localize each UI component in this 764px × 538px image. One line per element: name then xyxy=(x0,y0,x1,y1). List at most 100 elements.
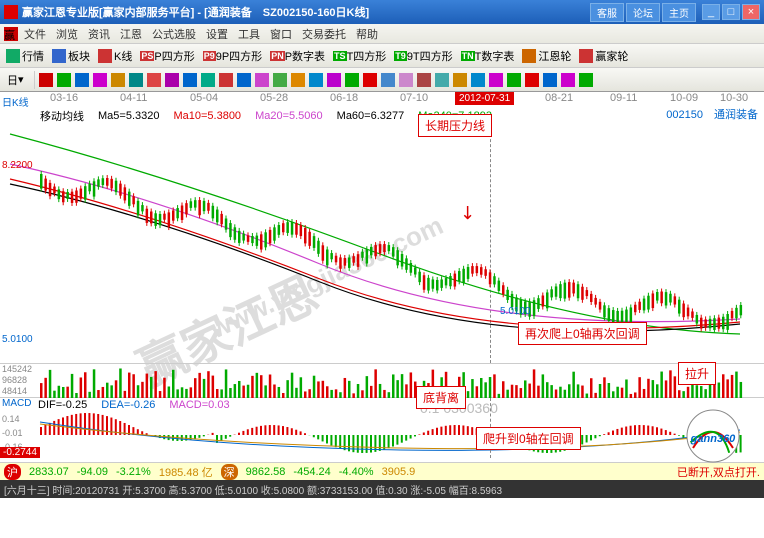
price-low-right: 5.0100 xyxy=(500,306,531,317)
menu-file[interactable]: 文件 xyxy=(24,26,46,42)
connection-status[interactable]: 已断开,双点打开. xyxy=(677,464,760,480)
menu-formula[interactable]: 公式选股 xyxy=(152,26,196,42)
menu-browse[interactable]: 浏览 xyxy=(56,26,78,42)
forum-button[interactable]: 论坛 xyxy=(626,3,660,22)
macd-tick-1: 0.14 xyxy=(2,414,20,424)
menu-info[interactable]: 资讯 xyxy=(88,26,110,42)
date-tick: 06-18 xyxy=(330,92,358,104)
current-date-marker: 2012-07-31 xyxy=(455,92,514,105)
draw-tool-21[interactable] xyxy=(417,73,431,87)
draw-tool-28[interactable] xyxy=(543,73,557,87)
draw-tool-14[interactable] xyxy=(291,73,305,87)
tb-行情[interactable]: 行情 xyxy=(3,47,47,65)
tb-T数字表[interactable]: TN T数字表 xyxy=(458,47,518,65)
ohlc-bottombar: [六月十三] 时间:20120731 开:5.3700 高:5.3700 低:5… xyxy=(0,480,764,498)
tb-P数字表[interactable]: PN P数字表 xyxy=(267,47,328,65)
draw-tool-13[interactable] xyxy=(273,73,287,87)
sz-pct: -4.40% xyxy=(339,466,374,478)
tb-9P四方形[interactable]: P9 9P四方形 xyxy=(200,47,265,65)
annotation: 再次爬上0轴再次回调 xyxy=(518,322,647,345)
draw-tool-20[interactable] xyxy=(399,73,413,87)
draw-tool-27[interactable] xyxy=(525,73,539,87)
draw-tool-4[interactable] xyxy=(111,73,125,87)
menu-app-icon: 赢 xyxy=(4,27,18,41)
menu-gann[interactable]: 江恩 xyxy=(120,26,142,42)
draw-tool-8[interactable] xyxy=(183,73,197,87)
svg-text:gann360: gann360 xyxy=(690,433,737,445)
macd-svg xyxy=(0,412,760,458)
draw-tool-7[interactable] xyxy=(165,73,179,87)
draw-tool-17[interactable] xyxy=(345,73,359,87)
draw-tool-6[interactable] xyxy=(147,73,161,87)
tb-江恩轮[interactable]: 江恩轮 xyxy=(519,47,574,65)
tb-K线[interactable]: K线 xyxy=(95,47,135,65)
tb-T四方形[interactable]: TS T四方形 xyxy=(330,47,389,65)
price-low-label: 5.0100 xyxy=(2,334,33,345)
gann360-badge: gann360 xyxy=(685,408,741,464)
index-statusbar: 沪 2833.07 -94.09 -3.21% 1985.48 亿 深 9862… xyxy=(0,462,764,480)
price-high-label: 8.2200 xyxy=(2,160,33,171)
menu-window[interactable]: 窗口 xyxy=(270,26,292,42)
draw-tool-11[interactable] xyxy=(237,73,251,87)
window-titlebar: 赢家江恩专业版[赢家内部服务平台] - [通润装备 SZ002150-160日K… xyxy=(0,0,764,24)
draw-tool-19[interactable] xyxy=(381,73,395,87)
macd-bottom-value: -0.2744 xyxy=(0,447,40,458)
macd-label: MACD xyxy=(2,398,31,409)
price-chart[interactable]: 8.2200 5.0100 5.0100 ↘ xyxy=(0,124,764,364)
toolbar-main: 行情板块K线PS P四方形P9 9P四方形PN P数字表TS T四方形T9 9T… xyxy=(0,44,764,68)
draw-tool-1[interactable] xyxy=(57,73,71,87)
service-button[interactable]: 客服 xyxy=(590,3,624,22)
period-selector[interactable]: 日 ▾ xyxy=(3,71,28,89)
draw-tool-30[interactable] xyxy=(579,73,593,87)
menu-help[interactable]: 帮助 xyxy=(356,26,378,42)
draw-tool-3[interactable] xyxy=(93,73,107,87)
menu-settings[interactable]: 设置 xyxy=(206,26,228,42)
ma-indicator-line: 移动均线 Ma5=5.3320Ma10=5.3800Ma20=5.5060Ma6… xyxy=(0,108,764,124)
draw-tool-26[interactable] xyxy=(507,73,521,87)
draw-tool-23[interactable] xyxy=(453,73,467,87)
tb-9T四方形[interactable]: T9 9T四方形 xyxy=(391,47,455,65)
window-title: 赢家江恩专业版[赢家内部服务平台] - [通润装备 SZ002150-160日K… xyxy=(22,4,588,20)
sh-badge: 沪 xyxy=(4,464,21,480)
chart-area: 赢家江恩 www.yingjia360.com 日K线 2012-07-31 0… xyxy=(0,92,764,462)
home-button[interactable]: 主页 xyxy=(662,3,696,22)
volume-chart[interactable]: 145242 96828 48414 xyxy=(0,364,764,398)
sz-value: 9862.58 xyxy=(246,466,286,478)
annotation: 长期压力线 xyxy=(418,114,492,137)
draw-tool-5[interactable] xyxy=(129,73,143,87)
minimize-button[interactable]: _ xyxy=(702,4,720,20)
draw-tool-16[interactable] xyxy=(327,73,341,87)
stock-code-name[interactable]: 002150 通润装备 xyxy=(666,106,758,122)
menu-trade[interactable]: 交易委托 xyxy=(302,26,346,42)
sz-badge: 深 xyxy=(221,464,238,480)
vol-tick-2: 96828 xyxy=(2,375,27,385)
macd-tick-2: -0.01 xyxy=(2,428,23,438)
draw-tool-25[interactable] xyxy=(489,73,503,87)
tb-赢家轮[interactable]: 赢家轮 xyxy=(576,47,631,65)
draw-tool-18[interactable] xyxy=(363,73,377,87)
sh-change: -94.09 xyxy=(77,466,108,478)
draw-tool-29[interactable] xyxy=(561,73,575,87)
date-tick: 05-04 xyxy=(190,92,218,104)
volume-svg xyxy=(0,364,760,398)
maximize-button[interactable]: □ xyxy=(722,4,740,20)
menu-tools[interactable]: 工具 xyxy=(238,26,260,42)
draw-tool-12[interactable] xyxy=(255,73,269,87)
macd-chart[interactable]: MACD DIF=-0.25DEA=-0.26MACD=0.03 0.1 030… xyxy=(0,398,764,458)
date-tick: 10-30 xyxy=(720,92,748,104)
vol-tick-1: 145242 xyxy=(2,364,32,374)
date-tick: 09-11 xyxy=(610,92,637,104)
draw-tool-0[interactable] xyxy=(39,73,53,87)
sh-value: 2833.07 xyxy=(29,466,69,478)
draw-tool-15[interactable] xyxy=(309,73,323,87)
draw-tool-24[interactable] xyxy=(471,73,485,87)
tb-板块[interactable]: 板块 xyxy=(49,47,93,65)
date-axis: 2012-07-31 03-1604-1105-0405-2806-1807-1… xyxy=(0,92,764,108)
draw-tool-22[interactable] xyxy=(435,73,449,87)
draw-tool-9[interactable] xyxy=(201,73,215,87)
sz-amount: 3905.9 xyxy=(382,466,416,478)
tb-P四方形[interactable]: PS P四方形 xyxy=(137,47,197,65)
close-button[interactable]: × xyxy=(742,4,760,20)
draw-tool-2[interactable] xyxy=(75,73,89,87)
draw-tool-10[interactable] xyxy=(219,73,233,87)
